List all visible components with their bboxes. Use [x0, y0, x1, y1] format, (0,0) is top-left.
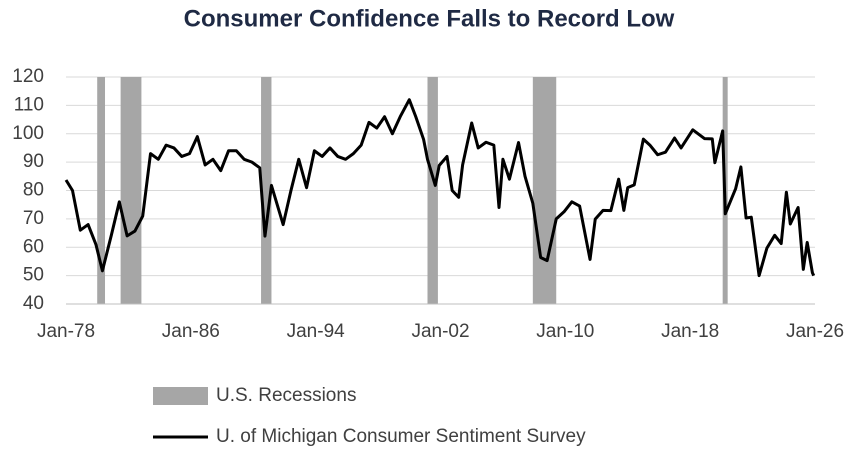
- recession-band: [97, 77, 106, 304]
- x-tick-label: Jan-02: [411, 321, 469, 342]
- x-tick-label: Jan-86: [162, 321, 220, 342]
- x-tick-label: Jan-94: [287, 321, 346, 342]
- y-tick-label: 100: [12, 123, 44, 144]
- y-tick-label: 110: [14, 94, 44, 115]
- recession-band: [532, 77, 557, 304]
- series-line: [64, 98, 816, 278]
- y-tick-label: 70: [23, 208, 44, 229]
- recession-band: [427, 77, 438, 304]
- x-tick-label: Jan-26: [786, 321, 844, 342]
- recession-band: [261, 77, 272, 304]
- x-tick-label: Jan-18: [661, 321, 719, 342]
- y-tick-label: 50: [23, 265, 44, 286]
- y-tick-label: 60: [23, 236, 44, 257]
- x-tick-label: Jan-10: [536, 321, 594, 342]
- chart-title: Consumer Confidence Falls to Record Low: [184, 5, 675, 32]
- y-tick-label: 90: [23, 151, 44, 172]
- y-tick-label: 120: [12, 66, 44, 87]
- y-tick-label: 80: [23, 180, 44, 201]
- legend-swatch: [153, 387, 208, 405]
- legend-label: U. of Michigan Consumer Sentiment Survey: [216, 426, 586, 447]
- y-tick-label: 40: [23, 293, 44, 314]
- x-tick-label: Jan-78: [37, 321, 95, 342]
- legend-label: U.S. Recessions: [216, 385, 356, 406]
- recession-band: [120, 77, 142, 304]
